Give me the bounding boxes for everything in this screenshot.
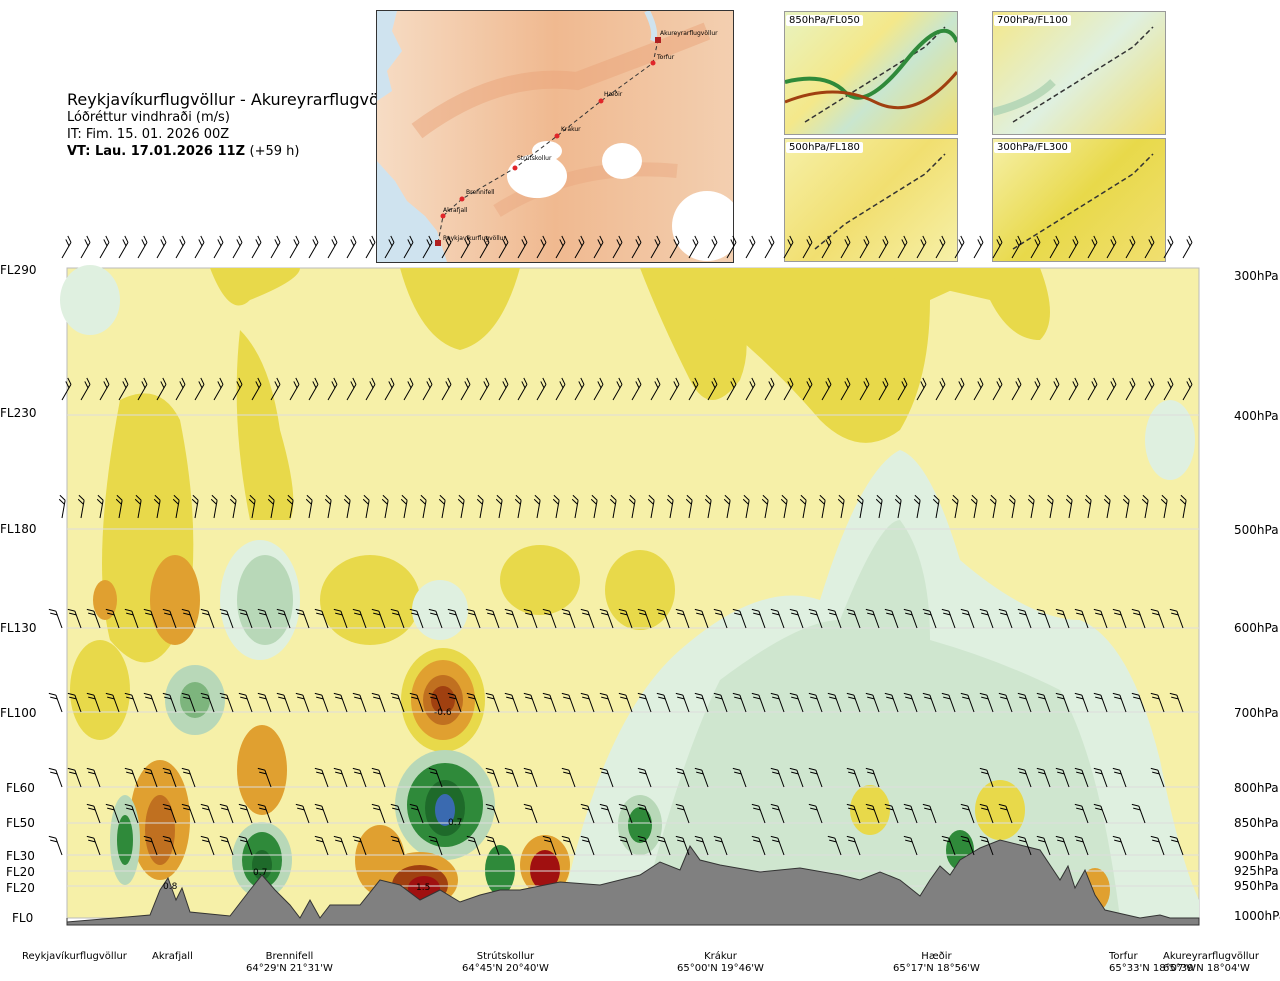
- fl-label: FL30: [6, 849, 35, 863]
- fl-label: FL230: [0, 406, 37, 420]
- location-label: Akrafjall: [152, 951, 193, 963]
- value-label: 1.5: [416, 882, 430, 894]
- location-label: Strútskollur 64°45'N 20°40'W: [462, 951, 549, 975]
- location-label: Brennifell 64°29'N 21°31'W: [246, 951, 333, 975]
- pressure-label: 700hPa: [1234, 706, 1279, 720]
- pressure-label: 500hPa: [1234, 523, 1279, 537]
- pressure-label: 900hPa: [1234, 849, 1279, 863]
- pressure-label: 950hPa: [1234, 879, 1279, 893]
- pressure-label: 800hPa: [1234, 781, 1279, 795]
- value-label: 0.7: [448, 817, 462, 829]
- fl-label: FL20: [6, 881, 35, 895]
- pressure-label: 600hPa: [1234, 621, 1279, 635]
- location-label: Hæðir 65°17'N 18°56'W: [893, 951, 980, 975]
- pressure-label: 300hPa: [1234, 269, 1279, 283]
- fl-label: FL130: [0, 621, 37, 635]
- location-label: Reykjavíkurflugvöllur: [22, 951, 127, 963]
- fl-label: FL290: [0, 263, 37, 277]
- fl-label: FL100: [0, 706, 37, 720]
- pressure-label: 925hPa: [1234, 864, 1279, 878]
- value-label: 0.8: [163, 881, 177, 893]
- fl-label: FL60: [6, 781, 35, 795]
- location-label: Akureyrarflugvöllur 65°39'N 18°04'W: [1163, 951, 1259, 975]
- value-label: 0.7: [253, 867, 267, 879]
- fl-label: FL20: [6, 865, 35, 879]
- pressure-label: 1000hPa: [1234, 909, 1280, 923]
- fl-label: FL180: [0, 522, 37, 536]
- location-label: Krákur 65°00'N 19°46'W: [677, 951, 764, 975]
- pressure-label: 850hPa: [1234, 816, 1279, 830]
- fl-label: FL0: [12, 911, 33, 925]
- pressure-label: 400hPa: [1234, 409, 1279, 423]
- fl-label: FL50: [6, 816, 35, 830]
- value-label: -0.6: [434, 707, 452, 719]
